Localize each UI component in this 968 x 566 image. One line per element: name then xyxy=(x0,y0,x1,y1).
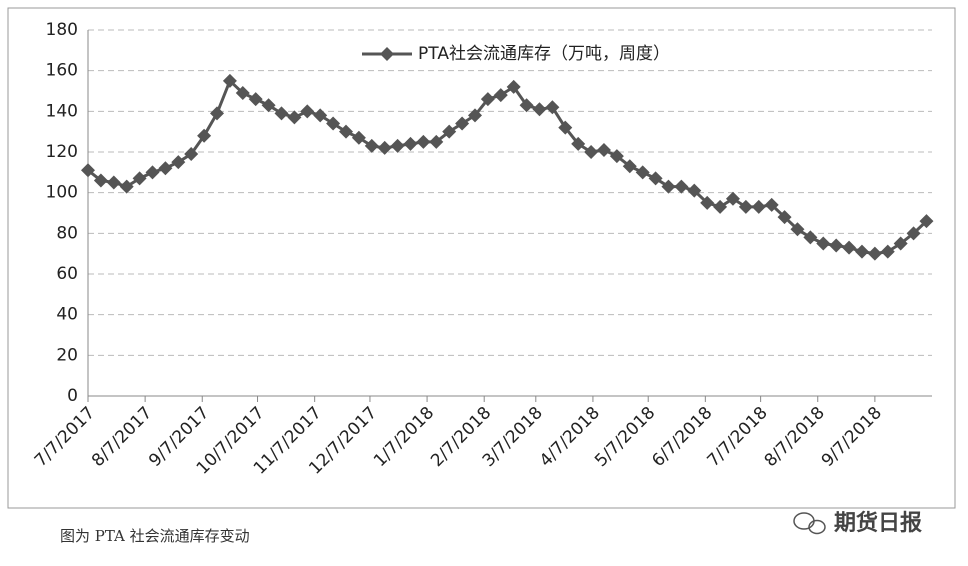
data-point xyxy=(248,92,263,107)
data-point xyxy=(377,140,392,155)
data-point xyxy=(261,98,276,113)
data-point xyxy=(338,124,353,139)
data-point xyxy=(661,179,676,194)
data-point xyxy=(674,179,689,194)
y-tick-label: 80 xyxy=(56,223,78,243)
data-point xyxy=(145,165,160,180)
data-point xyxy=(596,142,611,157)
data-point xyxy=(532,102,547,117)
data-point xyxy=(829,238,844,253)
data-point xyxy=(713,199,728,214)
data-point xyxy=(455,116,470,131)
y-tick-label: 60 xyxy=(56,264,78,284)
x-tick-label: 9/7/2018 xyxy=(818,403,886,471)
data-point xyxy=(467,108,482,123)
data-point xyxy=(648,171,663,186)
watermark-icon xyxy=(793,512,826,535)
data-point xyxy=(906,226,921,241)
data-point xyxy=(287,110,302,125)
data-point xyxy=(364,138,379,153)
data-point xyxy=(790,222,805,237)
data-point xyxy=(700,195,715,210)
data-point xyxy=(803,230,818,245)
data-point xyxy=(725,191,740,206)
data-point xyxy=(326,116,341,131)
x-tick-label: 1/7/2018 xyxy=(370,403,438,471)
x-tick-label: 7/7/2017 xyxy=(31,403,99,471)
data-point xyxy=(132,171,147,186)
y-tick-label: 0 xyxy=(67,386,78,406)
data-point xyxy=(893,236,908,251)
data-point xyxy=(403,136,418,151)
data-point xyxy=(816,236,831,251)
data-point xyxy=(764,197,779,212)
data-point xyxy=(171,155,186,170)
data-point xyxy=(558,120,573,135)
data-point xyxy=(880,244,895,259)
data-point xyxy=(442,124,457,139)
data-point xyxy=(493,88,508,103)
legend-label: PTA社会流通库存（万吨，周度） xyxy=(418,44,670,64)
data-point xyxy=(842,240,857,255)
data-point xyxy=(854,244,869,259)
data-point xyxy=(545,100,560,115)
y-tick-label: 180 xyxy=(46,20,78,40)
data-point xyxy=(480,92,495,107)
y-tick-label: 140 xyxy=(46,101,78,121)
data-point xyxy=(106,175,121,190)
data-point xyxy=(119,179,134,194)
data-point xyxy=(519,98,534,113)
data-point xyxy=(300,104,315,119)
data-point xyxy=(184,147,199,162)
data-point xyxy=(584,145,599,159)
data-point xyxy=(506,79,521,94)
data-point xyxy=(235,86,250,101)
caption: 图为 PTA 社会流通库存变动 xyxy=(60,527,250,545)
data-point xyxy=(429,134,444,149)
data-point xyxy=(571,136,586,151)
chart-frame xyxy=(7,7,956,509)
data-point xyxy=(738,199,753,214)
data-point xyxy=(609,149,624,164)
data-point xyxy=(635,165,650,180)
y-tick-label: 20 xyxy=(56,345,78,365)
x-tick-label: 7/7/2018 xyxy=(704,403,772,471)
y-tick-label: 160 xyxy=(46,61,78,81)
data-point xyxy=(777,210,792,225)
x-tick-label: 8/7/2018 xyxy=(761,403,829,471)
y-tick-label: 40 xyxy=(56,305,78,325)
watermark: 期货日报 xyxy=(834,510,922,536)
data-point xyxy=(622,159,637,174)
data-point xyxy=(93,173,108,188)
legend-marker xyxy=(380,47,394,61)
data-point xyxy=(197,128,212,143)
data-point xyxy=(867,246,882,261)
data-point xyxy=(416,134,431,149)
data-point xyxy=(687,183,702,198)
data-point xyxy=(158,161,173,176)
y-tick-label: 120 xyxy=(46,142,78,162)
data-point xyxy=(274,106,289,121)
data-point xyxy=(209,106,224,121)
data-point xyxy=(919,214,934,229)
data-point xyxy=(81,163,95,178)
data-point xyxy=(313,108,328,123)
y-tick-label: 100 xyxy=(46,183,78,203)
x-tick-label: 5/7/2018 xyxy=(591,403,659,471)
data-point xyxy=(390,138,405,153)
data-point xyxy=(222,73,237,88)
data-point xyxy=(351,130,366,145)
x-tick-label: 8/7/2017 xyxy=(88,403,156,471)
data-point xyxy=(751,199,766,214)
